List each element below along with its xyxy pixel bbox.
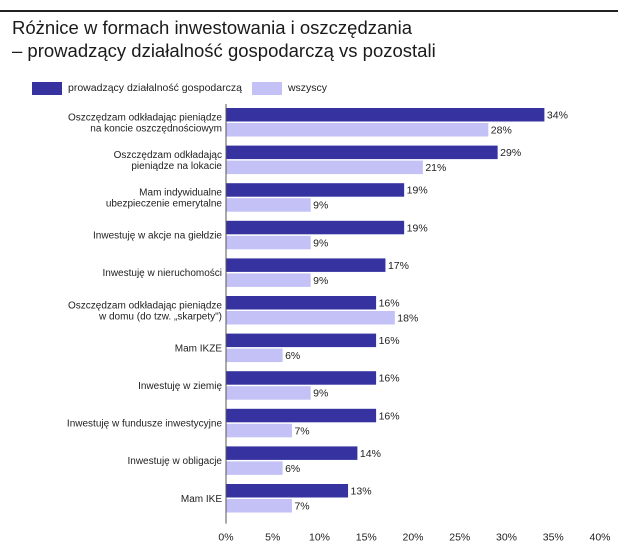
value-label-series-1: 16%: [379, 335, 400, 347]
x-tick-label: 15%: [356, 532, 377, 544]
value-label-series-2: 18%: [397, 313, 418, 325]
value-label-series-2: 7%: [294, 501, 309, 513]
category-label: Inwestuję w ziemię: [138, 381, 222, 392]
value-label-series-1: 29%: [500, 147, 521, 159]
top-rule: [0, 10, 618, 12]
bar-series-1: [226, 145, 498, 160]
value-label-series-1: 34%: [547, 110, 568, 122]
x-tick-label: 5%: [265, 532, 280, 544]
category-label: Oszczędzam odkładając pieniądze na koncie…: [68, 112, 222, 134]
bar-series-1: [226, 333, 377, 348]
value-label-series-2: 6%: [285, 463, 300, 475]
value-label-series-1: 13%: [351, 486, 372, 498]
category-label: Mam IKZE: [175, 343, 223, 354]
value-label-series-2: 21%: [425, 162, 446, 174]
title-line-2: – prowadzący działalność gospodarczą vs …: [12, 40, 436, 61]
bar-series-2: [226, 348, 283, 363]
bar-series-1: [226, 446, 358, 460]
bar-series-2: [226, 198, 311, 212]
bar-series-1: [226, 183, 405, 197]
bar-series-1: [226, 220, 405, 235]
value-label-series-1: 17%: [388, 260, 409, 272]
x-tick-label: 30%: [496, 532, 517, 544]
bar-series-2: [226, 386, 311, 400]
legend-swatch-series-2: [251, 81, 282, 95]
category-label: Mam IKE: [181, 494, 222, 505]
value-label-series-2: 6%: [285, 350, 300, 362]
bar-series-1: [226, 371, 377, 385]
bar-series-1: [226, 408, 377, 423]
title-line-1: Różnice w formach inwestowania i oszczęd…: [12, 17, 412, 38]
bar-series-2: [226, 273, 311, 287]
bar-series-1: [226, 108, 545, 122]
bar-series-2: [226, 123, 489, 137]
value-label-series-1: 19%: [407, 222, 428, 234]
bar-series-2: [226, 423, 292, 438]
chart-title: Różnice w formach inwestowania i oszczęd…: [12, 16, 612, 62]
legend-label-series-2: wszyscy: [287, 82, 328, 94]
value-label-series-2: 9%: [313, 388, 328, 400]
bar-series-2: [226, 235, 311, 250]
bar-series-1: [226, 296, 377, 310]
x-tick-label: 25%: [449, 532, 470, 544]
category-label: Oszczędzam odkładając pieniądze na lokaci…: [114, 150, 223, 172]
value-label-series-2: 9%: [313, 200, 328, 212]
category-label: Inwestuję w fundusze inwestycyjne: [67, 419, 223, 430]
value-label-series-1: 16%: [379, 373, 400, 385]
bar-series-2: [226, 160, 423, 175]
bar-series-2: [226, 311, 395, 325]
value-label-series-1: 16%: [379, 410, 400, 422]
category-label: Inwestuję w akcje na giełdzie: [93, 231, 222, 242]
value-label-series-1: 16%: [379, 298, 400, 310]
x-tick-label: 10%: [309, 532, 330, 544]
legend-swatch-series-1: [32, 81, 62, 95]
value-label-series-2: 7%: [294, 425, 309, 437]
x-tick-label: 40%: [589, 532, 610, 544]
legend-item-series-2: wszyscy: [251, 81, 328, 95]
bar-series-1: [226, 484, 349, 498]
category-label: Mam indywidualne ubezpieczenie emerytalne: [106, 187, 223, 209]
value-label-series-1: 19%: [407, 185, 428, 197]
bar-series-1: [226, 258, 386, 272]
value-label-series-2: 9%: [313, 237, 328, 249]
legend-item-series-1: prowadzący działalność gospodarczą: [32, 81, 242, 95]
value-label-series-2: 28%: [491, 125, 512, 137]
value-label-series-1: 14%: [360, 448, 381, 460]
bar-series-2: [226, 499, 292, 513]
category-label: Inwestuję w obligacje: [128, 456, 223, 467]
x-tick-label: 35%: [543, 532, 564, 544]
legend: prowadzący działalność gospodarczą wszys…: [32, 80, 337, 96]
category-label: Inwestuję w nieruchomości: [103, 268, 223, 279]
bar-series-2: [226, 461, 283, 475]
category-label: Oszczędzam odkładając pieniądze w domu (d…: [68, 300, 222, 322]
legend-label-series-1: prowadzący działalność gospodarczą: [68, 82, 242, 94]
value-label-series-2: 9%: [313, 275, 328, 287]
x-tick-label: 0%: [218, 532, 233, 544]
x-tick-label: 20%: [402, 532, 423, 544]
